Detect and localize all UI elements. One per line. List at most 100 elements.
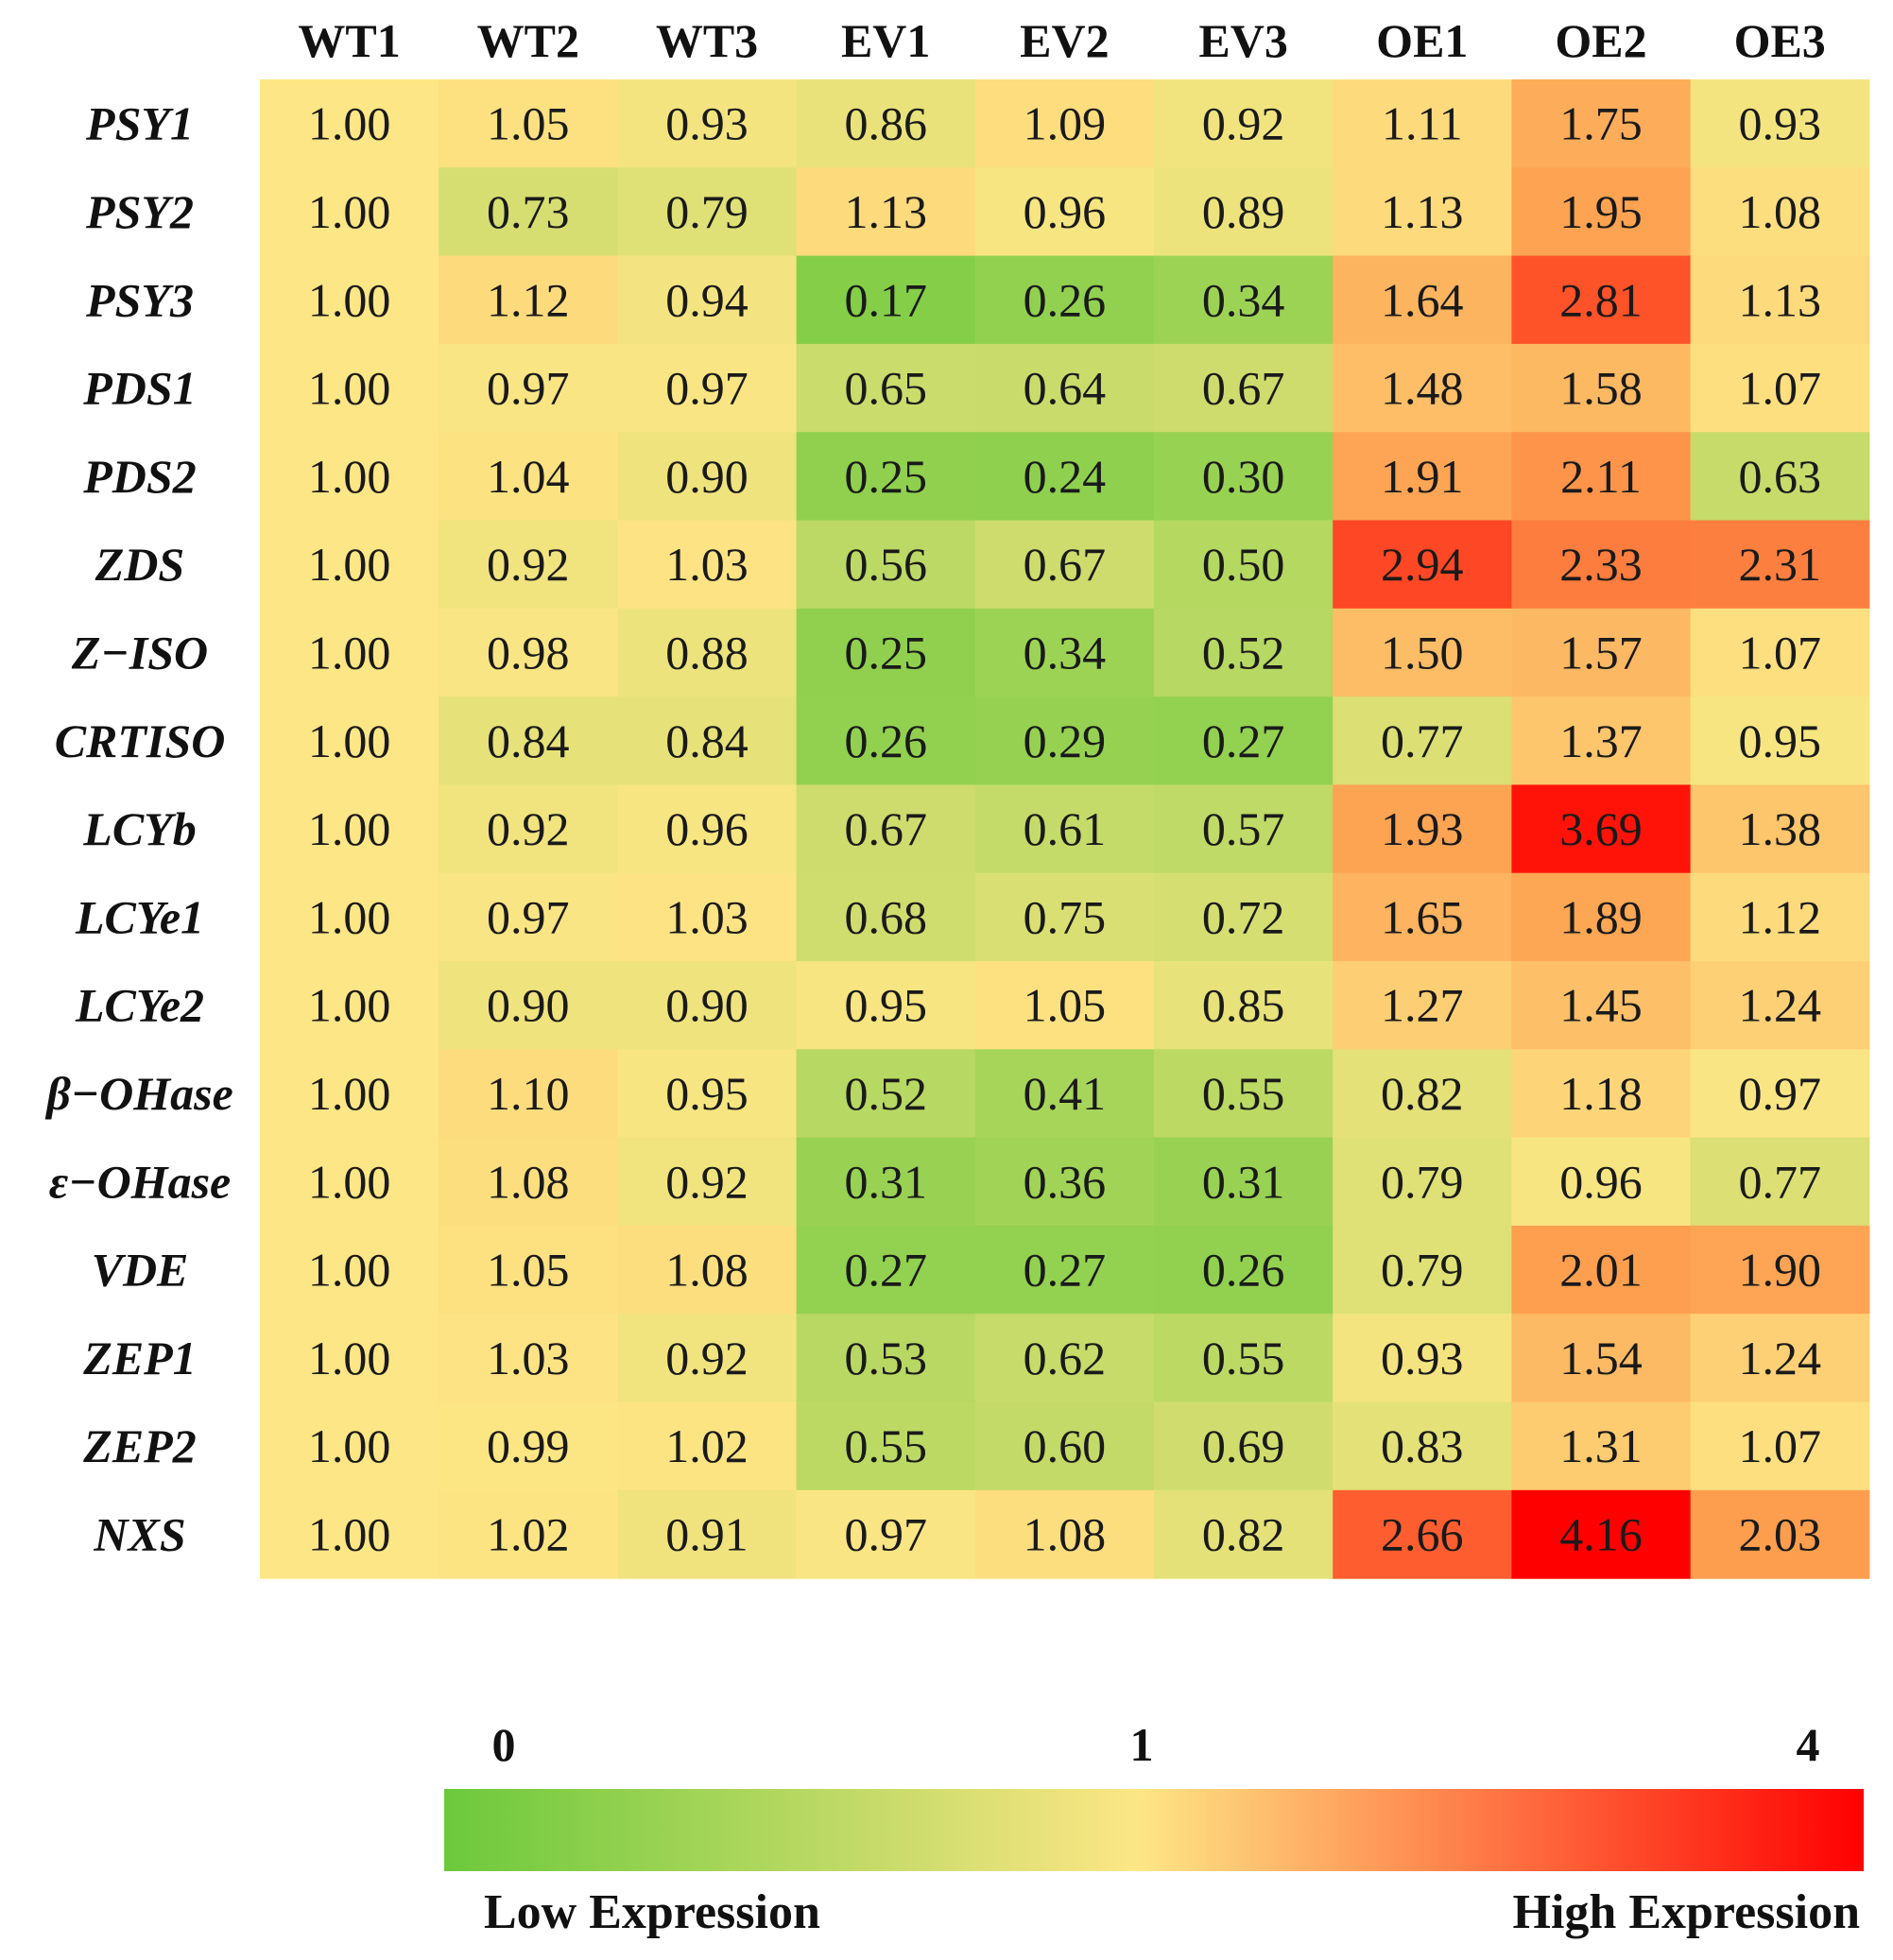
heatmap-cell [260, 872, 439, 962]
heatmap-cell [1333, 872, 1512, 962]
heatmap-cell [260, 961, 439, 1050]
cell-value-label: 1.00 [308, 626, 391, 679]
cell-value-label: 1.13 [1738, 273, 1821, 326]
heatmap-cell [1333, 432, 1512, 522]
cell-value-label: 0.56 [844, 538, 927, 591]
cell-value-label: 2.01 [1559, 1244, 1643, 1297]
cell-value-label: 1.13 [844, 185, 927, 238]
cell-value-label: 1.00 [308, 97, 391, 150]
heatmap-cell [1511, 872, 1692, 962]
cell-value-label: 0.30 [1202, 450, 1285, 503]
heatmap-cell [1511, 1049, 1692, 1139]
cell-value-label: 0.31 [1202, 1155, 1285, 1208]
cell-value-label: 3.69 [1559, 802, 1643, 855]
cell-value-label: 0.93 [665, 97, 749, 150]
heatmap-cell [796, 1049, 976, 1139]
heatmap-cell [974, 872, 1155, 962]
row-label: ZEP1 [82, 1332, 196, 1384]
cell-value-label: 1.03 [665, 538, 749, 591]
heatmap-cell [439, 432, 618, 522]
cell-value-label: 0.96 [1024, 185, 1107, 238]
row-label: CRTISO [55, 714, 226, 767]
cell-value-label: 0.61 [1024, 802, 1107, 855]
heatmap-cell [1511, 1489, 1692, 1579]
row-label: PSY3 [85, 273, 194, 326]
heatmap-cell [1333, 696, 1512, 785]
heatmap-cell [1690, 872, 1870, 962]
cell-value-label: 1.00 [308, 450, 391, 503]
heatmap-cell [1511, 1401, 1692, 1491]
heatmap-cell [439, 1401, 618, 1491]
cell-value-label: 1.00 [308, 538, 391, 591]
heatmap-cell [796, 1225, 976, 1315]
cell-value-label: 1.00 [308, 890, 391, 943]
cell-value-label: 2.31 [1738, 538, 1821, 591]
heatmap-cell [1333, 608, 1512, 697]
row-label: β−OHase [44, 1067, 233, 1120]
cell-value-label: 1.13 [1381, 185, 1464, 238]
column-label: EV1 [841, 14, 930, 67]
heatmap-cell [1690, 255, 1870, 345]
heatmap-cell [1154, 1137, 1334, 1227]
cell-value-label: 1.48 [1381, 362, 1464, 415]
row-label: PSY1 [85, 97, 194, 150]
cell-value-label: 1.12 [487, 273, 570, 326]
heatmap-cell [1333, 1401, 1512, 1491]
cell-value-label: 1.10 [487, 1067, 570, 1120]
heatmap-cell [617, 1137, 798, 1227]
heatmap-cell [1333, 961, 1512, 1050]
heatmap-cell [1333, 784, 1512, 874]
cell-value-label: 0.98 [487, 626, 570, 679]
cell-value-label: 1.08 [487, 1155, 570, 1208]
heatmap-cell [1333, 1137, 1512, 1227]
heatmap-cell [260, 79, 439, 168]
heatmap-cell [617, 1314, 798, 1403]
row-label: ZDS [95, 538, 184, 591]
cell-value-label: 1.24 [1738, 1332, 1821, 1384]
cell-value-label: 0.26 [844, 714, 927, 767]
cell-value-label: 1.05 [1024, 979, 1107, 1032]
cell-value-label: 1.03 [487, 1332, 570, 1384]
cell-value-label: 0.36 [1024, 1155, 1107, 1208]
heatmap-cell [974, 1225, 1155, 1315]
heatmap-cell [439, 1489, 618, 1579]
cell-value-label: 0.67 [844, 802, 927, 855]
heatmap-cell [1511, 255, 1692, 345]
heatmap-cell [617, 1401, 798, 1491]
heatmap-cell [1690, 79, 1870, 168]
heatmap-cell [1511, 608, 1692, 697]
heatmap-cell [974, 1401, 1155, 1491]
heatmap-cell [1690, 784, 1870, 874]
heatmap-cell [1154, 255, 1334, 345]
heatmap-cell [617, 872, 798, 962]
heatmap-cell [1154, 343, 1334, 433]
column-label: OE2 [1555, 14, 1646, 67]
cell-value-label: 1.02 [665, 1419, 749, 1472]
cell-value-label: 1.00 [308, 273, 391, 326]
heatmap-cell [617, 255, 798, 345]
cell-value-label: 0.90 [665, 450, 749, 503]
cell-value-label: 0.88 [665, 626, 749, 679]
cell-value-label: 0.79 [665, 185, 749, 238]
cell-value-label: 1.89 [1559, 890, 1643, 943]
cell-value-label: 1.05 [487, 1244, 570, 1297]
cell-value-label: 1.04 [487, 450, 570, 503]
cell-value-label: 0.92 [487, 538, 570, 591]
cell-value-label: 1.00 [308, 714, 391, 767]
heatmap-cell [1690, 432, 1870, 522]
heatmap-cell [439, 255, 618, 345]
cell-value-label: 0.93 [1381, 1332, 1464, 1384]
cell-value-label: 2.66 [1381, 1508, 1464, 1561]
cell-value-label: 1.31 [1559, 1419, 1643, 1472]
colorbar-gradient [444, 1789, 1864, 1871]
heatmap-cell [260, 1049, 439, 1139]
heatmap-cell [1333, 520, 1512, 610]
cell-value-label: 0.79 [1381, 1244, 1464, 1297]
cell-value-label: 0.29 [1024, 714, 1107, 767]
heatmap-cell [1511, 1314, 1692, 1403]
heatmap-cell [1511, 1137, 1692, 1227]
cell-value-label: 2.94 [1381, 538, 1464, 591]
heatmap-cell [1154, 167, 1334, 257]
cell-value-label: 0.79 [1381, 1155, 1464, 1208]
cell-value-label: 0.26 [1024, 273, 1107, 326]
